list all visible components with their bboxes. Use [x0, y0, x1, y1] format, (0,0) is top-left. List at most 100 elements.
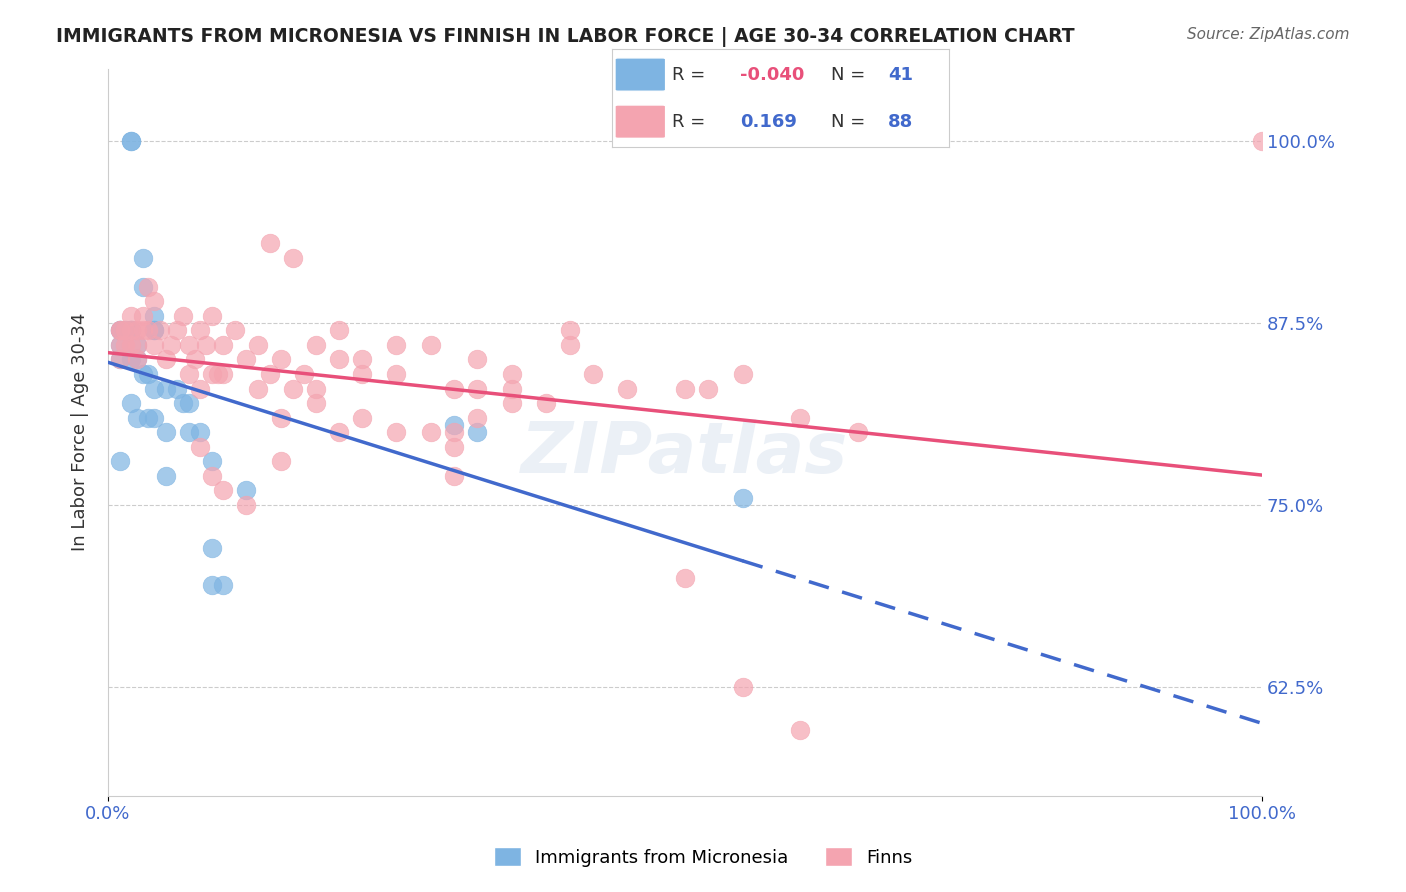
- Point: [120, 323, 142, 337]
- Text: R =: R =: [672, 112, 711, 130]
- Point: [697, 382, 720, 396]
- Point: [188, 382, 211, 396]
- Point: [120, 309, 142, 323]
- Point: [212, 338, 235, 352]
- Point: [125, 338, 148, 352]
- Point: [114, 338, 136, 352]
- Point: [125, 410, 148, 425]
- Point: [155, 382, 177, 396]
- Point: [108, 323, 131, 337]
- Point: [443, 440, 465, 454]
- Point: [188, 323, 211, 337]
- Point: [201, 578, 224, 592]
- Point: [235, 483, 257, 498]
- Point: [108, 323, 131, 337]
- Point: [305, 338, 328, 352]
- Point: [616, 382, 638, 396]
- Point: [120, 134, 142, 148]
- Point: [155, 468, 177, 483]
- Point: [108, 352, 131, 367]
- Point: [350, 410, 373, 425]
- Point: [281, 382, 304, 396]
- Point: [120, 396, 142, 410]
- Text: N =: N =: [831, 112, 870, 130]
- Point: [328, 323, 350, 337]
- Text: 41: 41: [889, 66, 914, 84]
- Point: [465, 410, 488, 425]
- Point: [385, 425, 408, 439]
- Point: [125, 352, 148, 367]
- Point: [131, 367, 153, 381]
- Point: [731, 680, 754, 694]
- Point: [350, 367, 373, 381]
- Point: [246, 338, 269, 352]
- Point: [201, 309, 224, 323]
- Point: [270, 454, 292, 468]
- Point: [420, 338, 443, 352]
- Point: [125, 352, 148, 367]
- Text: ZIPatlas: ZIPatlas: [522, 419, 849, 489]
- Point: [731, 367, 754, 381]
- Point: [120, 323, 142, 337]
- Point: [143, 323, 166, 337]
- Point: [131, 309, 153, 323]
- Point: [155, 425, 177, 439]
- Point: [212, 483, 235, 498]
- Text: R =: R =: [672, 66, 711, 84]
- Text: N =: N =: [831, 66, 870, 84]
- Point: [789, 723, 811, 738]
- Point: [846, 425, 869, 439]
- Point: [420, 425, 443, 439]
- Point: [731, 491, 754, 505]
- Point: [183, 352, 205, 367]
- Text: Source: ZipAtlas.com: Source: ZipAtlas.com: [1187, 27, 1350, 42]
- Point: [501, 367, 523, 381]
- Point: [166, 323, 188, 337]
- Point: [114, 323, 136, 337]
- Point: [108, 323, 131, 337]
- Point: [270, 410, 292, 425]
- Point: [305, 396, 328, 410]
- Point: [120, 323, 142, 337]
- Point: [188, 440, 211, 454]
- Point: [465, 382, 488, 396]
- Point: [120, 338, 142, 352]
- Point: [443, 417, 465, 432]
- Point: [177, 425, 200, 439]
- Point: [235, 352, 257, 367]
- Point: [558, 323, 581, 337]
- Point: [673, 571, 696, 585]
- Text: -0.040: -0.040: [740, 66, 804, 84]
- Point: [149, 323, 172, 337]
- Point: [177, 367, 200, 381]
- Point: [201, 541, 224, 556]
- Point: [166, 382, 188, 396]
- Text: IMMIGRANTS FROM MICRONESIA VS FINNISH IN LABOR FORCE | AGE 30-34 CORRELATION CHA: IMMIGRANTS FROM MICRONESIA VS FINNISH IN…: [56, 27, 1074, 46]
- Text: 88: 88: [889, 112, 914, 130]
- Point: [108, 338, 131, 352]
- Point: [201, 468, 224, 483]
- Point: [789, 410, 811, 425]
- Point: [131, 279, 153, 293]
- Point: [385, 338, 408, 352]
- Point: [172, 309, 194, 323]
- Point: [131, 251, 153, 265]
- Point: [443, 425, 465, 439]
- Point: [207, 367, 229, 381]
- Point: [125, 323, 148, 337]
- Point: [120, 134, 142, 148]
- Point: [155, 352, 177, 367]
- Point: [143, 309, 166, 323]
- Point: [201, 367, 224, 381]
- Point: [138, 279, 160, 293]
- Point: [259, 235, 281, 250]
- Point: [246, 382, 269, 396]
- Point: [138, 410, 160, 425]
- Text: 0.169: 0.169: [740, 112, 797, 130]
- Point: [305, 382, 328, 396]
- Point: [328, 425, 350, 439]
- Point: [108, 338, 131, 352]
- Point: [201, 454, 224, 468]
- FancyBboxPatch shape: [614, 105, 665, 138]
- Point: [536, 396, 558, 410]
